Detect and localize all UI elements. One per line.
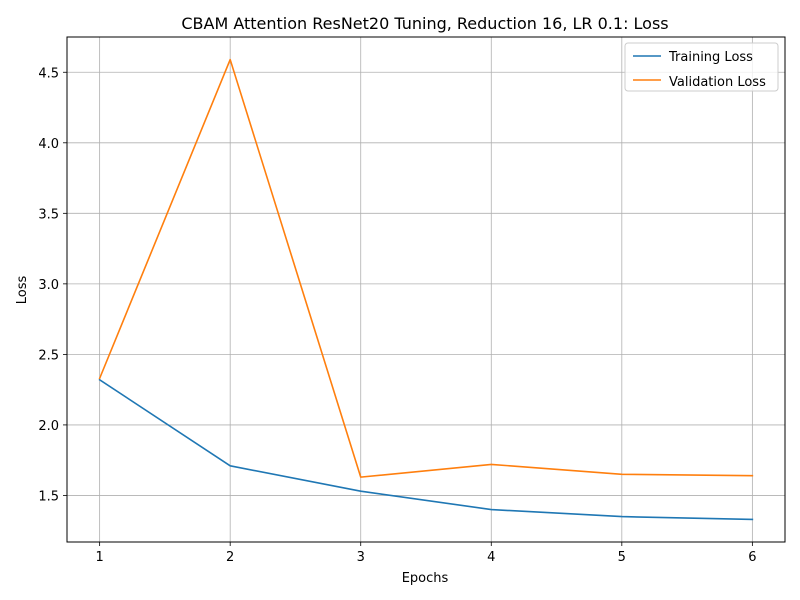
legend-box: [624, 42, 779, 92]
grid-lines: [67, 37, 785, 542]
legend-label-validation: Validation Loss: [669, 75, 766, 90]
y-tick-label: 1.5: [38, 489, 59, 504]
x-tick-label: 3: [357, 550, 365, 565]
legend-label-training: Training Loss: [668, 50, 753, 65]
legend: Training Loss Validation Loss: [624, 42, 779, 92]
series-line-validation-loss: [98, 58, 754, 478]
x-tick-label: 6: [748, 550, 756, 565]
chart-title: CBAM Attention ResNet20 Tuning, Reductio…: [181, 14, 668, 33]
x-axis-label: Epochs: [402, 571, 449, 586]
x-tick-label: 2: [226, 550, 234, 565]
y-tick-label: 4.0: [38, 137, 59, 152]
series-layer: [98, 58, 754, 521]
y-tick-label: 2.0: [38, 419, 59, 434]
x-tick-label: 1: [95, 550, 103, 565]
x-axis-ticks: 1 2 3 4 5 6: [95, 542, 757, 565]
x-tick-label: 4: [487, 550, 495, 565]
x-tick-label: 5: [618, 550, 626, 565]
y-tick-label: 3.0: [38, 278, 59, 293]
y-tick-label: 3.5: [38, 207, 59, 222]
series-line-training-loss: [98, 378, 754, 521]
y-axis-ticks: 1.5 2.0 2.5 3.0 3.5 4.0 4.5: [38, 66, 67, 504]
y-axis-label: Loss: [15, 276, 30, 305]
y-tick-label: 4.5: [38, 66, 59, 81]
y-tick-label: 2.5: [38, 348, 59, 363]
plot-frame: [66, 36, 786, 543]
